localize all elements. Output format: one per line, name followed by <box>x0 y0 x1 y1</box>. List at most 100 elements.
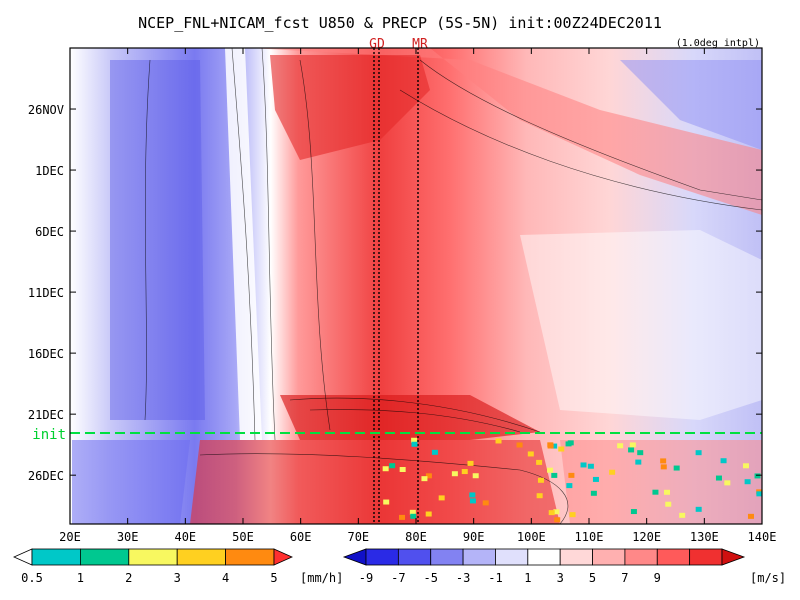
easterly-east-upper <box>620 60 762 150</box>
u850-colorbar-label: -1 <box>488 571 502 585</box>
precip-marker <box>537 477 544 483</box>
precip-marker <box>565 441 572 447</box>
precip-marker <box>754 473 761 479</box>
precip-marker <box>469 492 476 498</box>
precip-marker <box>558 446 565 452</box>
precip-marker <box>587 463 594 469</box>
precip-colorbar-label: 2 <box>125 571 132 585</box>
u850-colorbar-cap-left <box>342 548 367 566</box>
precip-marker <box>411 441 418 447</box>
precip-colorbar-label: 3 <box>174 571 181 585</box>
chart-title: NCEP_FNL+NICAM_fcst U850 & PRECP (5S-5N)… <box>138 14 662 32</box>
precip-marker <box>720 458 727 464</box>
precip-marker <box>590 490 597 496</box>
precip-marker <box>547 442 554 448</box>
u850-colorbar-segment <box>495 548 529 566</box>
y-tick-label: 16DEC <box>28 347 64 361</box>
precip-colorbar-segment <box>128 548 178 566</box>
precip-marker <box>637 450 644 456</box>
precip-marker <box>756 491 763 497</box>
precip-markers <box>382 437 763 523</box>
x-tick-label: 60E <box>290 530 312 544</box>
x-tick-label: 20E <box>59 530 81 544</box>
precip-colorbar-segment <box>176 548 226 566</box>
u850-colorbar-label: -5 <box>424 571 438 585</box>
u850-colorbar-segment <box>462 548 496 566</box>
precip-marker <box>664 489 671 495</box>
u850-colorbar-segment <box>689 548 723 566</box>
x-tick-label: 70E <box>347 530 369 544</box>
precip-marker <box>554 517 561 523</box>
marker-lines <box>373 48 419 524</box>
precip-marker <box>628 447 635 453</box>
y-tick-label: 11DEC <box>28 286 64 300</box>
x-tick-label: 100E <box>517 530 546 544</box>
precip-marker <box>660 464 667 470</box>
easterly-forecast <box>72 440 190 524</box>
precip-marker <box>536 459 543 465</box>
precip-marker <box>629 442 636 448</box>
precip-marker <box>399 466 406 472</box>
precip-marker <box>609 469 616 475</box>
x-tick-label: 50E <box>232 530 254 544</box>
mr-marker-label: MR <box>412 37 428 52</box>
westerly-core-north <box>250 48 762 215</box>
precip-marker <box>411 437 418 443</box>
precip-marker <box>551 443 558 449</box>
precip-marker <box>438 495 445 501</box>
x-tick-label: 130E <box>690 530 719 544</box>
precip-marker <box>431 449 438 455</box>
u850-colorbar-segment <box>592 548 626 566</box>
u850-colorbar-segment <box>397 548 432 566</box>
precip-marker <box>551 472 558 478</box>
u850-colorbar-segment <box>559 548 593 566</box>
westerly-core-late <box>280 395 540 440</box>
precip-marker <box>389 463 396 469</box>
precip-colorbar-segment <box>80 548 130 566</box>
precip-marker <box>652 489 659 495</box>
u850-colorbar-label: 3 <box>557 571 564 585</box>
westerly-core-top <box>270 55 430 160</box>
precip-marker <box>679 512 686 518</box>
precip-marker <box>569 512 576 518</box>
gd-marker-label: GD <box>369 37 385 52</box>
precip-marker <box>635 459 642 465</box>
precip-marker <box>467 460 474 466</box>
precip-marker <box>547 467 554 473</box>
precip-marker <box>568 472 575 478</box>
precip-marker <box>715 475 722 481</box>
easterly-band <box>110 60 205 420</box>
precip-marker <box>742 463 749 469</box>
westerly-forecast-east <box>560 440 762 524</box>
y-tick-label: 26DEC <box>28 469 64 483</box>
precip-colorbar-label: 1 <box>77 571 84 585</box>
precip-marker <box>425 473 432 479</box>
u850-colorbar-segment <box>527 548 561 566</box>
x-axis: 20E 30E 40E 50E 60E 70E 80E 90E 100E 110E 120E 130E… <box>59 48 776 544</box>
precip-marker <box>617 443 624 449</box>
u850-colorbar-cap-right <box>721 548 746 566</box>
contour-lines <box>144 48 762 524</box>
u850-colorbar-label: 1 <box>524 571 531 585</box>
u850-colorbar-segment <box>365 548 399 566</box>
precip-marker <box>495 438 502 444</box>
u850-colorbar-segment <box>624 548 658 566</box>
u850-colorbar-label: -9 <box>359 571 373 585</box>
precip-marker <box>516 442 523 448</box>
x-tick-label: 90E <box>463 530 485 544</box>
precip-marker <box>461 469 468 475</box>
precip-colorbar-cap-right <box>273 548 293 566</box>
precip-marker <box>665 501 672 507</box>
precip-marker <box>410 513 417 519</box>
precip-marker <box>548 510 555 516</box>
precip-colorbar-cap-left <box>13 548 33 566</box>
precip-marker <box>724 480 731 486</box>
u850-colorbar-label: 5 <box>589 571 596 585</box>
precip-marker <box>695 450 702 456</box>
precip-marker <box>566 483 573 489</box>
precip-colorbar-label: 0.5 <box>21 571 43 585</box>
precip-marker <box>425 511 432 517</box>
precip-marker <box>382 466 389 472</box>
precip-marker <box>472 473 479 479</box>
westerly-forecast <box>190 440 560 524</box>
